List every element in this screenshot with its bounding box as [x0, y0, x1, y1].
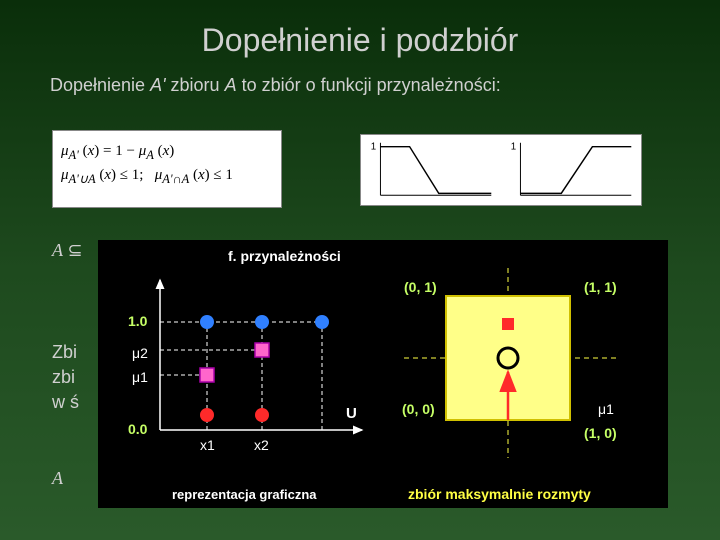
occluded-line-1: Zbi	[52, 340, 79, 365]
formula-line-2: μA'∪A (x) ≤ 1; μA'∩A (x) ≤ 1	[61, 167, 273, 187]
slide-title: Dopełnienie i podzbiór	[0, 0, 720, 59]
right-diagram: (0, 1) (1, 1) (0, 0) (1, 0) μ1	[398, 268, 656, 466]
subtitle-text: Dopełnienie	[50, 75, 150, 95]
label-x1: x1	[200, 437, 215, 453]
axis-one: 1	[371, 142, 376, 153]
occluded-text: Zbi zbi w ś	[52, 340, 79, 416]
caption-left: reprezentacja graficzna	[172, 487, 317, 502]
left-diagram: 1.0 μ2 μ1 0.0 x1 x2 U	[112, 260, 390, 470]
label-0-0: 0.0	[128, 421, 148, 437]
subtitle-italic-1: A'	[150, 75, 165, 95]
formula-3-partial: A	[52, 468, 63, 489]
corner-tl: (0, 1)	[404, 279, 437, 295]
label-U: U	[346, 405, 357, 422]
formula-line-1: μA' (x) = 1 − μA (x)	[61, 143, 273, 163]
subtitle-text-2: zbioru	[166, 75, 225, 95]
label-mu1: μ1	[132, 369, 148, 385]
label-1-0: 1.0	[128, 313, 148, 329]
slide-subtitle: Dopełnienie A' zbioru A to zbiór o funkc…	[0, 59, 720, 96]
axis-one-2: 1	[511, 142, 516, 153]
subtitle-text-3: to zbiór o funkcji przynależności:	[237, 75, 501, 95]
label-mu2: μ2	[132, 345, 148, 361]
mini-plot-right: 1	[501, 135, 641, 205]
subtitle-italic-2: A	[225, 75, 237, 95]
mini-plot-left: 1	[361, 135, 501, 205]
label-x2: x2	[254, 437, 269, 453]
corner-tr: (1, 1)	[584, 279, 617, 295]
occluded-line-2: zbi	[52, 365, 79, 390]
overlay-panel: f. przynależności 1.0 μ2 μ1 0.0 x1 x2 U	[98, 240, 668, 508]
mini-plots: 1 1	[360, 134, 642, 206]
label-mu1-r: μ1	[598, 401, 614, 417]
corner-br: (1, 0)	[584, 425, 617, 441]
formula-2-partial: A ⊆	[52, 240, 83, 261]
formula-box-1: μA' (x) = 1 − μA (x) μA'∪A (x) ≤ 1; μA'∩…	[52, 130, 282, 208]
caption-right: zbiór maksymalnie rozmyty	[408, 486, 591, 502]
corner-bl: (0, 0)	[402, 401, 435, 417]
occluded-line-3: w ś	[52, 390, 79, 415]
